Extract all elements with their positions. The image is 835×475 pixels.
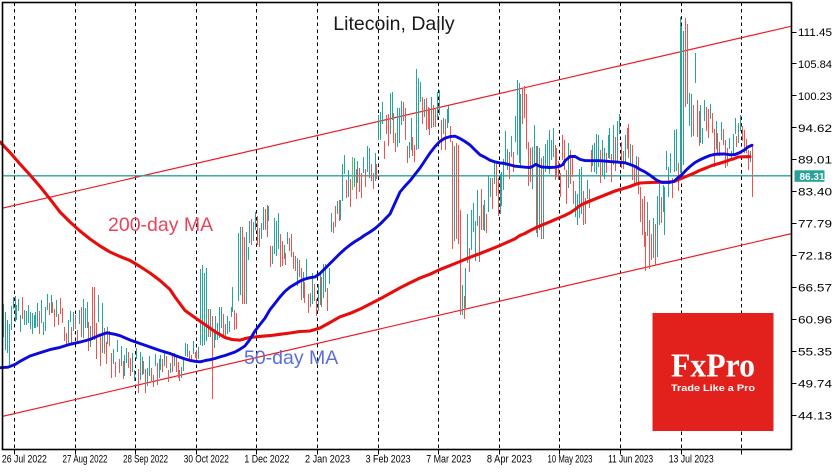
svg-text:28 Sep 2022: 28 Sep 2022 xyxy=(123,454,168,466)
svg-text:Litecoin, Daily: Litecoin, Daily xyxy=(333,13,455,35)
svg-text:55.35: 55.35 xyxy=(798,346,832,358)
svg-text:8 Apr 2023: 8 Apr 2023 xyxy=(487,454,532,466)
svg-text:30 Oct 2022: 30 Oct 2022 xyxy=(184,454,229,466)
svg-text:13 Jul 2023: 13 Jul 2023 xyxy=(669,454,714,466)
svg-text:2 Jan 2023: 2 Jan 2023 xyxy=(305,454,350,466)
svg-text:FxPro: FxPro xyxy=(671,348,755,385)
svg-text:10 May 2023: 10 May 2023 xyxy=(548,454,593,466)
svg-text:200-day MA: 200-day MA xyxy=(108,214,213,236)
svg-text:50-day MA: 50-day MA xyxy=(244,347,338,369)
svg-text:3 Feb 2023: 3 Feb 2023 xyxy=(366,454,411,466)
svg-text:Trade Like a Pro: Trade Like a Pro xyxy=(671,383,755,394)
svg-text:66.57: 66.57 xyxy=(798,283,832,295)
svg-text:60.96: 60.96 xyxy=(798,314,832,326)
svg-text:49.74: 49.74 xyxy=(798,378,832,390)
svg-text:72.18: 72.18 xyxy=(798,251,832,263)
svg-text:11 Jun 2023: 11 Jun 2023 xyxy=(608,454,653,466)
svg-text:83.40: 83.40 xyxy=(798,187,832,199)
svg-text:7 Mar 2023: 7 Mar 2023 xyxy=(426,454,471,466)
svg-text:100.23: 100.23 xyxy=(798,91,832,103)
svg-text:77.79: 77.79 xyxy=(798,219,832,231)
svg-text:105.84: 105.84 xyxy=(798,59,832,71)
svg-text:89.01: 89.01 xyxy=(798,155,832,167)
svg-text:86.31: 86.31 xyxy=(800,172,825,183)
svg-text:44.13: 44.13 xyxy=(798,410,832,422)
svg-text:94.62: 94.62 xyxy=(798,123,832,135)
svg-text:111.45: 111.45 xyxy=(798,27,832,39)
svg-text:1 Dec 2022: 1 Dec 2022 xyxy=(244,454,289,466)
svg-text:26 Jul 2022: 26 Jul 2022 xyxy=(2,454,47,466)
svg-text:27 Aug 2022: 27 Aug 2022 xyxy=(63,454,108,466)
